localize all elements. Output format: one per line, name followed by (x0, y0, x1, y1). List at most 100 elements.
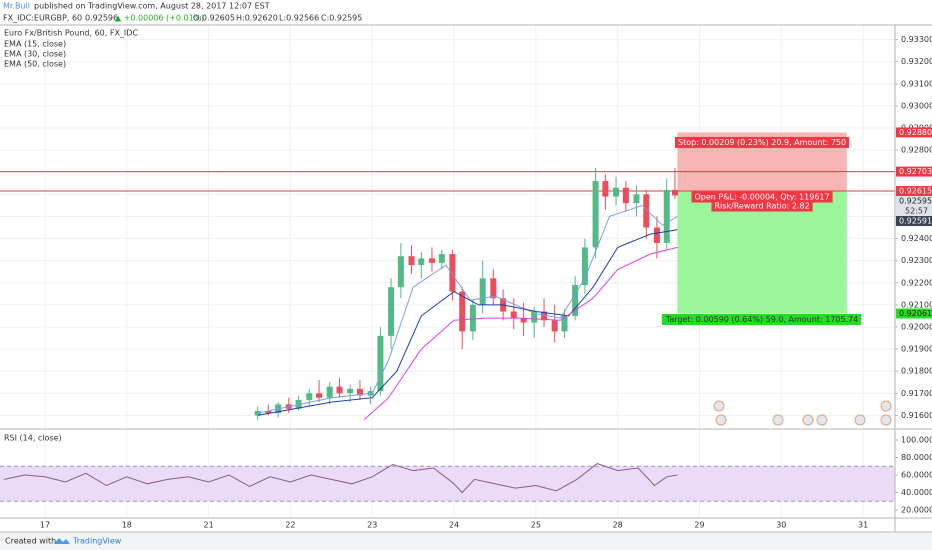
price-tag (896, 196, 932, 207)
candle-body (633, 194, 640, 204)
ema-line (257, 229, 678, 416)
ema-line (363, 246, 678, 421)
x-tick-label: 22 (285, 521, 295, 530)
footer-brand[interactable]: TradingView (72, 537, 122, 546)
x-tick-label: 23 (367, 521, 377, 530)
candle-body (581, 247, 588, 285)
candle-body (265, 410, 272, 414)
candle-body (592, 181, 599, 248)
candle-body (336, 386, 343, 394)
y-tick-label: 0.92000 (901, 322, 932, 331)
price-tag-label: 0.92061 (899, 309, 932, 318)
candle-body (479, 278, 486, 305)
legend-ema15: EMA (15, close) (4, 40, 66, 49)
author[interactable]: Mr.Bull (3, 2, 30, 11)
price-tag (896, 216, 932, 227)
rsi-line (3, 463, 678, 494)
candle-body (602, 181, 609, 197)
y-tick-label: 0.91800 (901, 367, 932, 376)
x-tick-label: 18 (122, 521, 132, 530)
candle-body (459, 291, 466, 332)
candle-body (653, 227, 660, 243)
y-tick-label: 0.91900 (901, 345, 932, 354)
candle-body (428, 258, 435, 263)
change: ▲ +0.00006 (+0.01%) (115, 14, 204, 23)
position-label: Target: 0.00590 (0.64%) 59.0, Amount: 17… (665, 315, 858, 324)
y-tick-label: 0.91600 (901, 411, 932, 420)
x-tick-label: 21 (204, 521, 214, 530)
price-tag (896, 166, 932, 177)
candle-body (663, 189, 670, 243)
y-tick-label: 0.92300 (901, 256, 932, 265)
close: C:0.92595 (321, 14, 362, 23)
y-tick-label: 0.93100 (901, 79, 932, 88)
candle-body (572, 284, 579, 316)
position-label: Stop: 0.00209 (0.23%) 20.9, Amount: 750 (678, 138, 846, 147)
y-tick-label: 0.92100 (901, 300, 932, 309)
price-tag-label: 0.92703 (899, 167, 932, 176)
candle-body (551, 320, 558, 332)
price-tag (896, 127, 932, 138)
low: L:0.92566 (279, 14, 319, 23)
rsi-tick-label: 80.0000 (901, 453, 932, 462)
candle-body (643, 194, 650, 228)
price-tag-label: 0.92615 (899, 187, 932, 196)
legend-ema50: EMA (50, close) (4, 60, 66, 69)
candle-body (438, 254, 445, 263)
candle-body (356, 388, 363, 396)
footer (0, 533, 932, 550)
price-tag-label: 0.92591 (899, 217, 932, 226)
high: H:0.92620 (236, 14, 278, 23)
x-tick-label: 28 (613, 521, 623, 530)
price-tag-label: 0.92880 (899, 128, 932, 137)
position-label-bg (661, 313, 862, 325)
published: published on TradingView.com, August 28,… (34, 2, 270, 11)
y-tick-label: 0.92800 (901, 146, 932, 155)
candle-body (316, 393, 323, 398)
x-tick-label: 25 (531, 521, 541, 530)
candle-body (377, 335, 384, 392)
candle-body (306, 393, 313, 400)
legend-ema30: EMA (30, close) (4, 50, 66, 59)
candle-body (347, 388, 354, 394)
x-tick-label: 30 (776, 521, 786, 530)
rsi-pane (0, 463, 895, 502)
footer-prefix: Created with (5, 537, 56, 546)
x-tick-label: 17 (40, 521, 50, 530)
x-tick-label: 31 (858, 521, 868, 530)
rsi-tick-label: 100.0000 (901, 435, 932, 444)
last-price: 0.92596 (85, 14, 118, 23)
price-tag (896, 186, 932, 197)
candle-body (520, 318, 527, 323)
position-label: Risk/Reward Ratio: 2.82 (714, 202, 809, 211)
candle-body (469, 304, 476, 332)
chart-title: Euro Fx/British Pound, 60, FX_IDC (4, 29, 138, 38)
position-label: Open P&L: -0.00004, Qty: 119617 (695, 193, 830, 202)
candle-body (326, 386, 333, 398)
rsi-band (0, 466, 895, 502)
candle-body (490, 278, 497, 299)
y-tick-label: 0.93200 (901, 57, 932, 66)
candle-body (613, 187, 620, 197)
price-tag-label: 0.92595 (899, 197, 932, 206)
rsi-tick-label: 60.0000 (901, 471, 932, 480)
candle-body (671, 189, 678, 196)
x-tick-label: 24 (449, 521, 459, 530)
event-icons[interactable] (713, 400, 892, 426)
candle-body (531, 311, 538, 323)
candle-body (397, 256, 404, 288)
y-tick-label: 0.92400 (901, 234, 932, 243)
y-tick-label: 0.93000 (901, 101, 932, 110)
y-tick-label: 0.91700 (901, 389, 932, 398)
position-label-bg (691, 191, 833, 203)
position-label-bg (675, 136, 850, 148)
candle-body (561, 315, 568, 332)
x-tick-label: 29 (694, 521, 704, 530)
open: O:0.92605 (193, 14, 235, 23)
logo (54, 538, 70, 544)
candle-body (449, 254, 456, 292)
candle-body (388, 287, 395, 336)
rsi-title: RSI (14, close) (4, 434, 62, 443)
candle-body (541, 311, 548, 321)
